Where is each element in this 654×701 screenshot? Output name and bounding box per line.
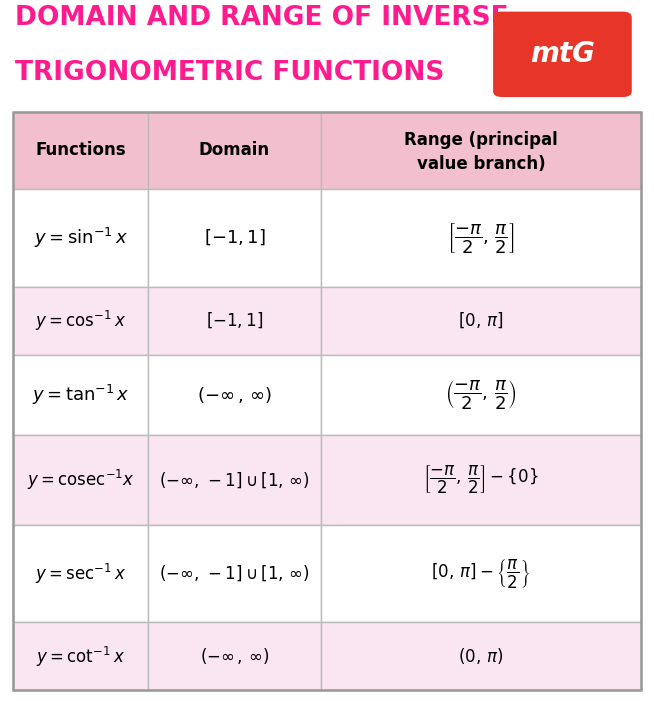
Bar (13, 112, 148, 189)
Text: $y = \sec^{-1}x$: $y = \sec^{-1}x$ (35, 562, 126, 585)
Text: $y = \mathrm{cosec}^{-1}x$: $y = \mathrm{cosec}^{-1}x$ (27, 468, 135, 492)
Bar (13, 189, 148, 287)
Text: $y = \cot^{-1}x$: $y = \cot^{-1}x$ (36, 644, 125, 669)
Bar (320, 355, 641, 435)
Bar (148, 435, 320, 524)
Bar (320, 189, 641, 287)
Bar (148, 287, 320, 355)
Bar (148, 622, 320, 690)
Text: value branch): value branch) (417, 155, 545, 173)
Text: $(0,\, \pi)$: $(0,\, \pi)$ (458, 646, 504, 667)
Bar (320, 622, 641, 690)
Bar (13, 524, 148, 622)
Text: $(-\infty\,,\, \infty)$: $(-\infty\,,\, \infty)$ (197, 385, 271, 405)
Text: $y = \sin^{-1}x$: $y = \sin^{-1}x$ (33, 226, 128, 250)
Text: $y = \tan^{-1}x$: $y = \tan^{-1}x$ (32, 383, 129, 407)
Text: mtG: mtG (530, 41, 595, 68)
Text: $\left[\dfrac{-\pi}{2},\, \dfrac{\pi}{2}\right]$: $\left[\dfrac{-\pi}{2},\, \dfrac{\pi}{2}… (447, 221, 515, 254)
Bar (13, 622, 148, 690)
Text: $\left[\dfrac{-\pi}{2},\,\dfrac{\pi}{2}\right] - \{0\}$: $\left[\dfrac{-\pi}{2},\,\dfrac{\pi}{2}\… (423, 464, 539, 496)
Text: $[-1, 1]$: $[-1, 1]$ (203, 228, 266, 247)
Bar (13, 355, 148, 435)
Bar (148, 355, 320, 435)
Text: Range (principal: Range (principal (404, 132, 558, 149)
Text: $[-1, 1]$: $[-1, 1]$ (206, 311, 263, 330)
FancyBboxPatch shape (493, 12, 632, 97)
Text: DOMAIN AND RANGE OF INVERSE: DOMAIN AND RANGE OF INVERSE (14, 6, 508, 32)
Bar (320, 435, 641, 524)
Text: $\left[0,\,\pi\right] - \left\{\dfrac{\pi}{2}\right\}$: $\left[0,\,\pi\right] - \left\{\dfrac{\p… (431, 557, 530, 590)
Bar (13, 435, 148, 524)
Text: $(-\infty\,,\, \infty)$: $(-\infty\,,\, \infty)$ (200, 646, 269, 667)
Text: Functions: Functions (35, 142, 126, 159)
Text: $\left(\dfrac{-\pi}{2},\, \dfrac{\pi}{2}\right)$: $\left(\dfrac{-\pi}{2},\, \dfrac{\pi}{2}… (445, 379, 517, 411)
Text: $y = \cos^{-1}x$: $y = \cos^{-1}x$ (35, 308, 126, 332)
Bar (320, 112, 641, 189)
Text: Domain: Domain (199, 142, 270, 159)
Bar (320, 524, 641, 622)
Bar (320, 287, 641, 355)
Text: $[0,\, \pi]$: $[0,\, \pi]$ (458, 311, 504, 330)
Text: $(-\infty,\,-1]\cup[1,\,\infty)$: $(-\infty,\,-1]\cup[1,\,\infty)$ (159, 564, 310, 583)
Bar (148, 524, 320, 622)
Bar (148, 112, 320, 189)
Text: $(-\infty,\,-1]\cup[1,\,\infty)$: $(-\infty,\,-1]\cup[1,\,\infty)$ (159, 470, 310, 490)
Text: TRIGONOMETRIC FUNCTIONS: TRIGONOMETRIC FUNCTIONS (14, 60, 444, 86)
Bar (13, 287, 148, 355)
Bar (148, 189, 320, 287)
